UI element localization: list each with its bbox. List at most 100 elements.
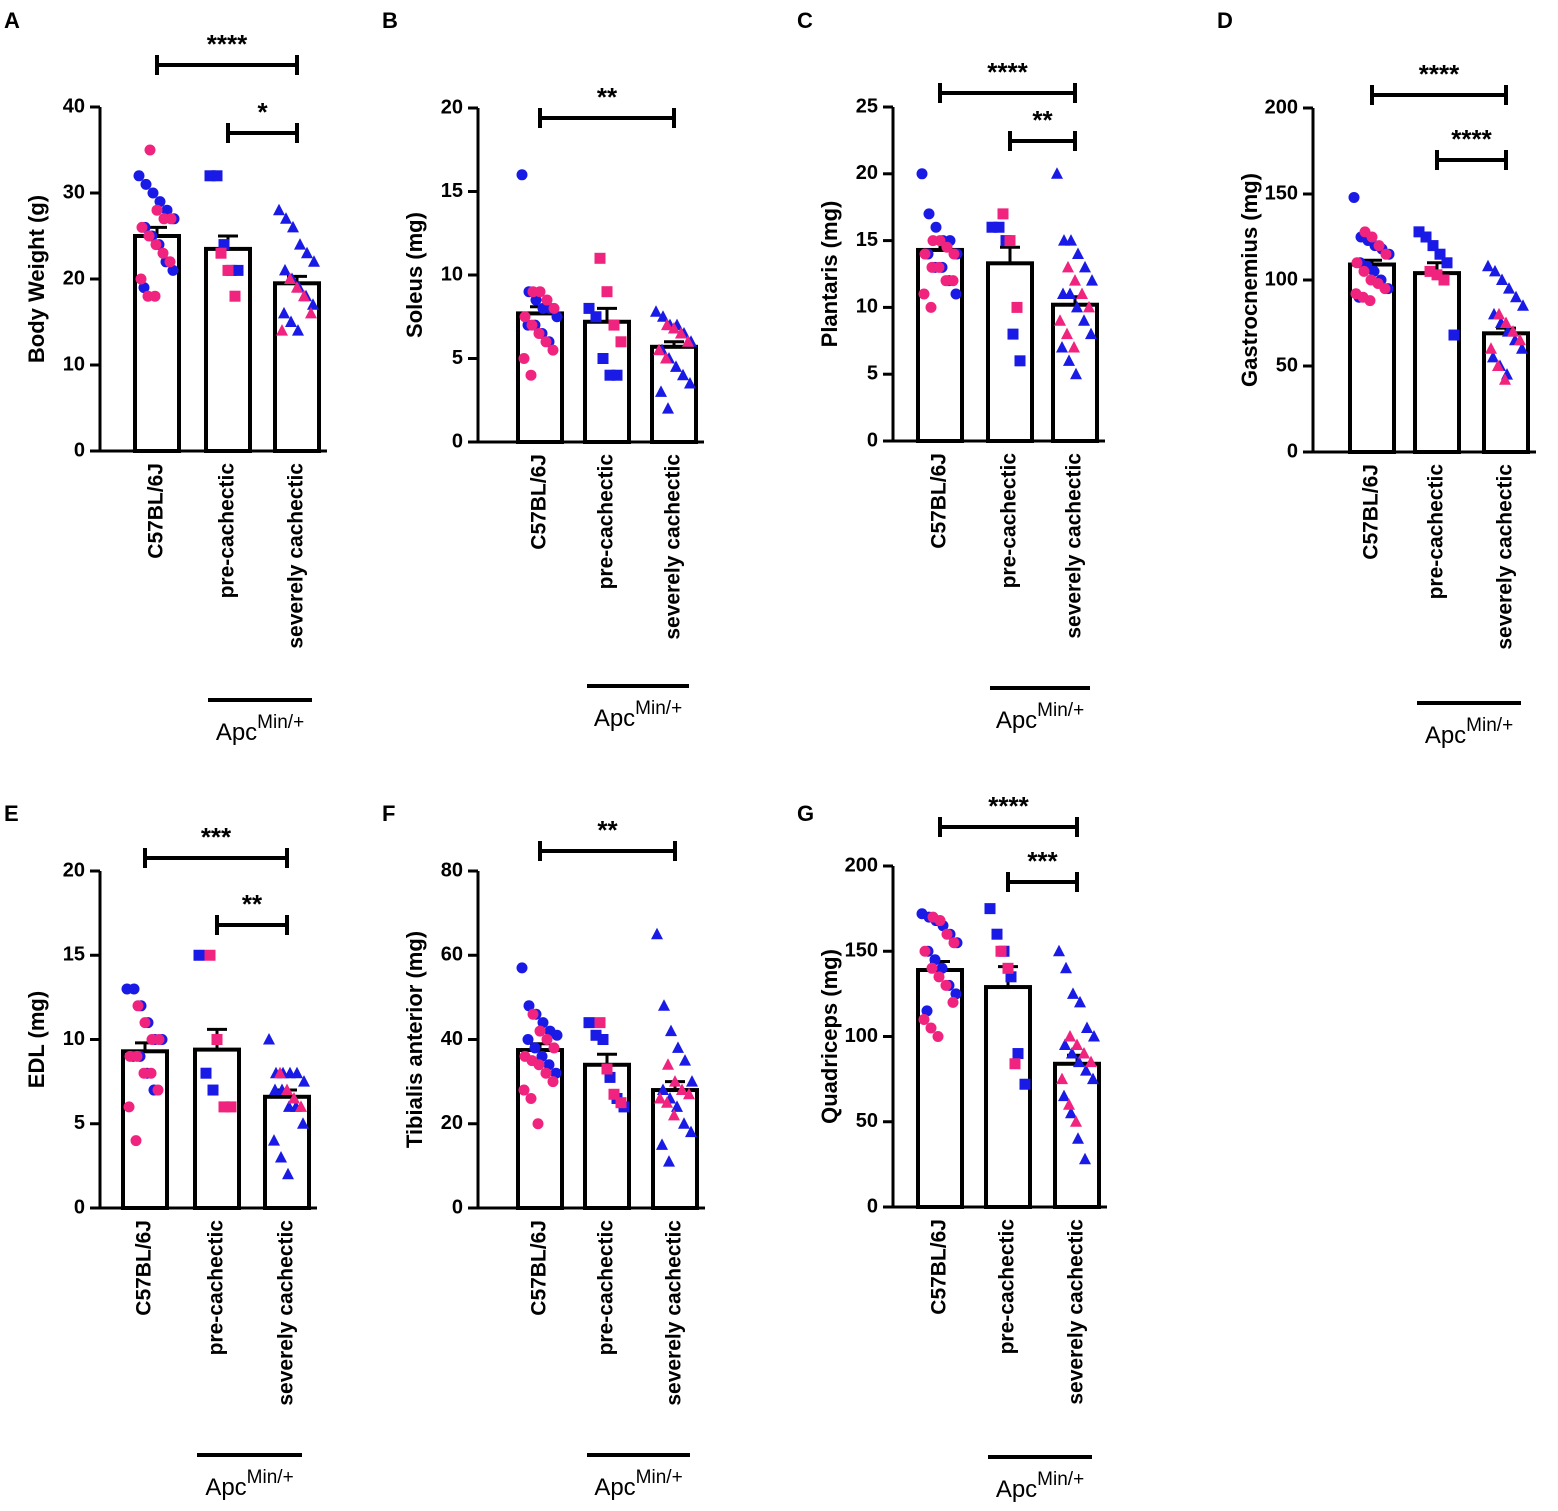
x-tick-label: C57BL/6J: [528, 454, 551, 550]
panel-letter: C: [797, 8, 813, 33]
data-point: [204, 170, 216, 182]
data-point: [518, 353, 530, 364]
bar: [986, 261, 1034, 444]
bar: [263, 1094, 311, 1211]
data-point: [1079, 1152, 1091, 1165]
data-point: [1485, 342, 1497, 354]
data-point: [518, 1084, 530, 1096]
x-tick-label: severely cachectic: [1494, 464, 1517, 650]
data-point: [656, 1138, 668, 1150]
data-point: [273, 203, 285, 216]
data-point: [1516, 342, 1528, 354]
group-label: ApcMin/+: [996, 1469, 1084, 1503]
y-tick-label: 15: [63, 944, 85, 966]
data-point: [308, 255, 320, 267]
data-point: [657, 310, 669, 322]
x-tick-label: pre-cachectic: [205, 1220, 228, 1356]
significance-label: **: [597, 815, 618, 845]
data-point: [950, 988, 962, 1000]
x-tick-label: C57BL/6J: [145, 463, 168, 559]
group-label: ApcMin/+: [594, 1467, 682, 1501]
data-point: [932, 1031, 944, 1042]
data-point: [930, 221, 942, 233]
data-point: [222, 264, 234, 276]
significance-bar: [226, 123, 299, 143]
y-tick-label: 40: [63, 95, 85, 117]
data-point: [288, 1091, 300, 1104]
x-tick-label: pre-cachectic: [595, 1220, 618, 1356]
data-point: [1065, 1106, 1077, 1119]
data-point: [529, 1042, 541, 1054]
data-point: [986, 221, 998, 233]
data-point: [1510, 290, 1522, 303]
data-point: [1080, 1064, 1092, 1076]
y-tick-label: 15: [441, 180, 463, 202]
y-axis-label: Plantaris (mg): [817, 201, 842, 348]
panel-letter: A: [4, 8, 20, 33]
y-tick-label: 0: [74, 439, 85, 461]
data-point: [532, 1118, 544, 1130]
significance-bar: [1370, 85, 1508, 105]
x-tick-label: pre-cachectic: [595, 454, 618, 590]
data-point: [597, 353, 609, 364]
data-point: [291, 281, 303, 293]
data-point: [138, 282, 150, 294]
data-point: [608, 1088, 620, 1100]
panel-letter: D: [1217, 8, 1233, 33]
data-point: [1496, 273, 1508, 285]
data-point: [936, 962, 948, 974]
y-tick-label: 5: [74, 1112, 85, 1134]
data-point: [128, 983, 140, 995]
group-label-main: Apc: [996, 1476, 1037, 1503]
data-point: [140, 178, 152, 190]
data-point: [1069, 274, 1081, 286]
significance-label: *: [257, 97, 268, 127]
data-point: [1074, 995, 1086, 1008]
data-point: [950, 288, 962, 300]
data-point: [1351, 257, 1363, 269]
y-tick-label: 5: [867, 362, 878, 384]
data-point: [551, 311, 563, 323]
data-point: [663, 1155, 675, 1167]
data-point: [919, 945, 931, 957]
data-point: [929, 954, 941, 966]
data-point: [281, 1083, 293, 1096]
data-point: [1087, 1072, 1099, 1085]
data-point: [1514, 333, 1526, 346]
data-point: [918, 1013, 930, 1025]
data-point: [130, 1135, 142, 1147]
significance-bar: [1435, 150, 1508, 170]
significance-bar: [1008, 131, 1077, 151]
y-tick-label: 200: [845, 854, 878, 876]
significance-bar: [938, 817, 1079, 837]
x-tick-label: C57BL/6J: [928, 453, 951, 549]
bar: [1413, 271, 1461, 454]
data-point: [678, 1117, 690, 1129]
group-label-sup: Min/+: [1466, 715, 1513, 736]
data-point: [997, 208, 1009, 220]
significance-label: **: [242, 889, 263, 919]
data-point: [947, 996, 959, 1008]
data-point: [139, 1017, 151, 1029]
data-point: [295, 1100, 307, 1112]
y-tick-label: 50: [1276, 354, 1298, 376]
data-point: [268, 1134, 280, 1146]
data-point: [161, 204, 173, 216]
data-point: [1004, 235, 1016, 247]
data-point: [516, 962, 528, 974]
y-tick-label: 20: [856, 162, 878, 184]
y-tick-label: 30: [63, 181, 85, 203]
data-point: [1088, 1030, 1100, 1042]
y-tick-label: 10: [63, 1028, 85, 1050]
y-tick-label: 15: [856, 229, 878, 251]
data-point: [1078, 1047, 1090, 1059]
data-point: [686, 1075, 698, 1087]
data-point: [1007, 328, 1019, 340]
data-point: [157, 247, 169, 259]
group-label-main: Apc: [1425, 722, 1466, 749]
y-tick-label: 60: [441, 944, 463, 966]
data-point: [925, 1022, 937, 1034]
x-tick-label: severely cachectic: [285, 463, 308, 649]
error-bar: [664, 340, 684, 347]
